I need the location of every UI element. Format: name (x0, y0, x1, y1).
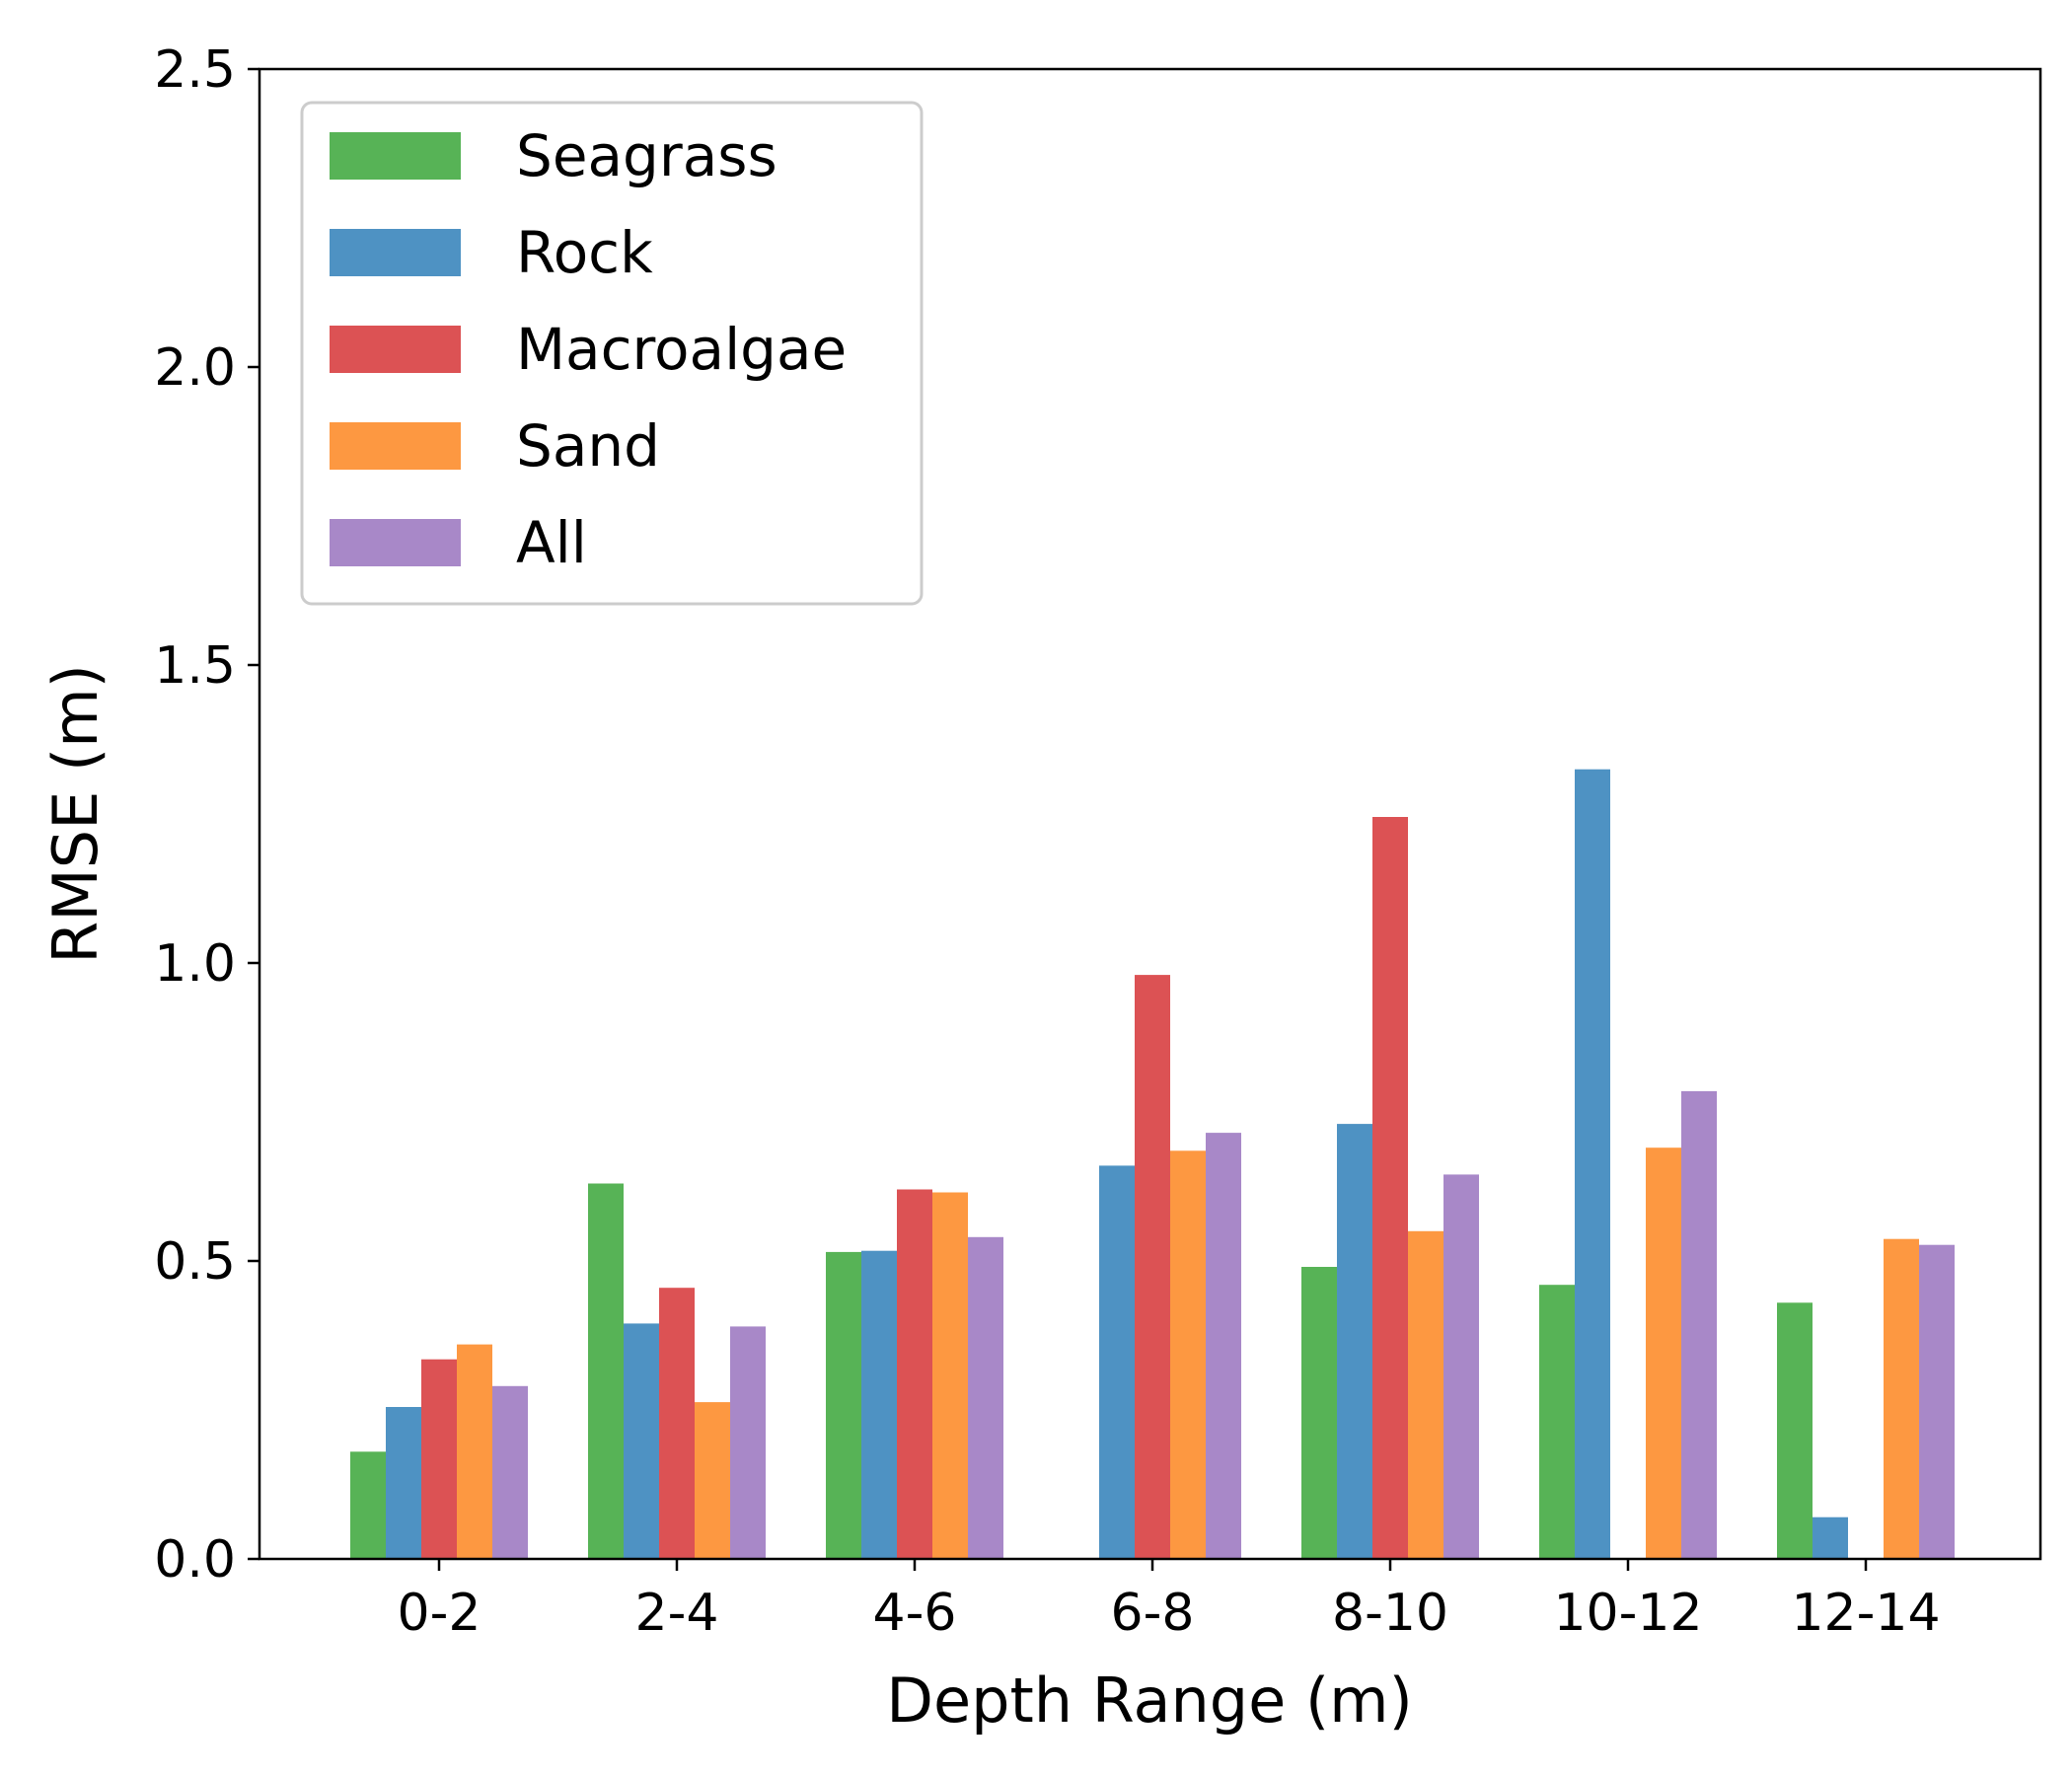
bar-rock-8-10 (1337, 1124, 1372, 1559)
x-tick-label: 0-2 (398, 1584, 481, 1643)
y-axis-label: RMSE (m) (39, 664, 111, 964)
bar-macroalgae-2-4 (659, 1288, 695, 1559)
y-tick-label: 2.5 (154, 40, 236, 100)
legend-swatch-seagrass (330, 132, 461, 180)
x-tick-label: 8-10 (1332, 1584, 1448, 1643)
bar-seagrass-10-12 (1539, 1285, 1575, 1559)
bar-seagrass-0-2 (350, 1451, 386, 1559)
bar-seagrass-2-4 (588, 1183, 624, 1559)
bar-macroalgae-8-10 (1372, 817, 1408, 1559)
legend-swatch-macroalgae (330, 326, 461, 373)
bar-rock-0-2 (386, 1407, 421, 1559)
legend-label-seagrass: Seagrass (516, 122, 777, 189)
legend-swatch-sand (330, 422, 461, 470)
x-tick-label: 4-6 (873, 1584, 957, 1643)
y-tick-label: 2.0 (154, 338, 236, 398)
bar-sand-10-12 (1646, 1147, 1681, 1559)
plot-frame (258, 67, 2042, 1561)
bar-sand-0-2 (457, 1344, 492, 1559)
y-axis-ticks: 0.0 0.5 1.0 1.5 2.0 2.5 (154, 40, 259, 1590)
bar-all-4-6 (968, 1236, 1003, 1559)
y-tick-label: 1.5 (154, 636, 236, 696)
bar-all-0-2 (492, 1385, 528, 1559)
legend-swatch-rock (330, 229, 461, 276)
x-tick-label: 6-8 (1111, 1584, 1195, 1643)
bar-sand-6-8 (1170, 1150, 1206, 1559)
x-tick-label: 2-4 (635, 1584, 719, 1643)
legend-frame (300, 101, 924, 606)
bar-seagrass-4-6 (826, 1251, 861, 1559)
bar-all-12-14 (1919, 1244, 1955, 1559)
bar-seagrass-12-14 (1777, 1302, 1813, 1559)
x-tick-label: 10-12 (1553, 1584, 1702, 1643)
y-tick-label: 0.5 (154, 1232, 236, 1292)
bar-sand-4-6 (932, 1192, 968, 1559)
bar-macroalgae-4-6 (897, 1189, 932, 1559)
bar-all-6-8 (1206, 1133, 1241, 1559)
bar-macroalgae-6-8 (1135, 975, 1170, 1559)
bar-seagrass-8-10 (1301, 1267, 1337, 1559)
bar-sand-12-14 (1884, 1238, 1919, 1559)
x-axis-label: Depth Range (m) (886, 1665, 1413, 1737)
x-tick-label: 12-14 (1791, 1584, 1940, 1643)
legend-label-macroalgae: Macroalgae (516, 316, 847, 383)
x-axis-ticks: 0-2 2-4 4-6 6-8 8-10 10-12 12-14 (398, 1559, 1941, 1643)
bar-sand-8-10 (1408, 1230, 1443, 1559)
legend-label-sand: Sand (516, 412, 660, 480)
bars-group (350, 769, 1955, 1559)
bar-rock-4-6 (861, 1250, 897, 1559)
bar-all-10-12 (1681, 1090, 1717, 1559)
legend: Seagrass Rock Macroalgae Sand All (300, 101, 924, 606)
y-tick-label: 0.0 (154, 1530, 236, 1590)
bar-macroalgae-0-2 (421, 1359, 457, 1559)
bar-rock-2-4 (624, 1323, 659, 1559)
bar-all-2-4 (730, 1326, 766, 1559)
bar-all-8-10 (1443, 1174, 1479, 1559)
bar-sand-2-4 (695, 1402, 730, 1559)
bar-rock-12-14 (1813, 1517, 1848, 1559)
bar-rock-10-12 (1575, 769, 1610, 1559)
bar-rock-6-8 (1099, 1165, 1135, 1559)
legend-label-all: All (516, 509, 587, 576)
legend-swatch-all (330, 519, 461, 566)
legend-label-rock: Rock (516, 219, 653, 286)
y-tick-label: 1.0 (154, 934, 236, 994)
